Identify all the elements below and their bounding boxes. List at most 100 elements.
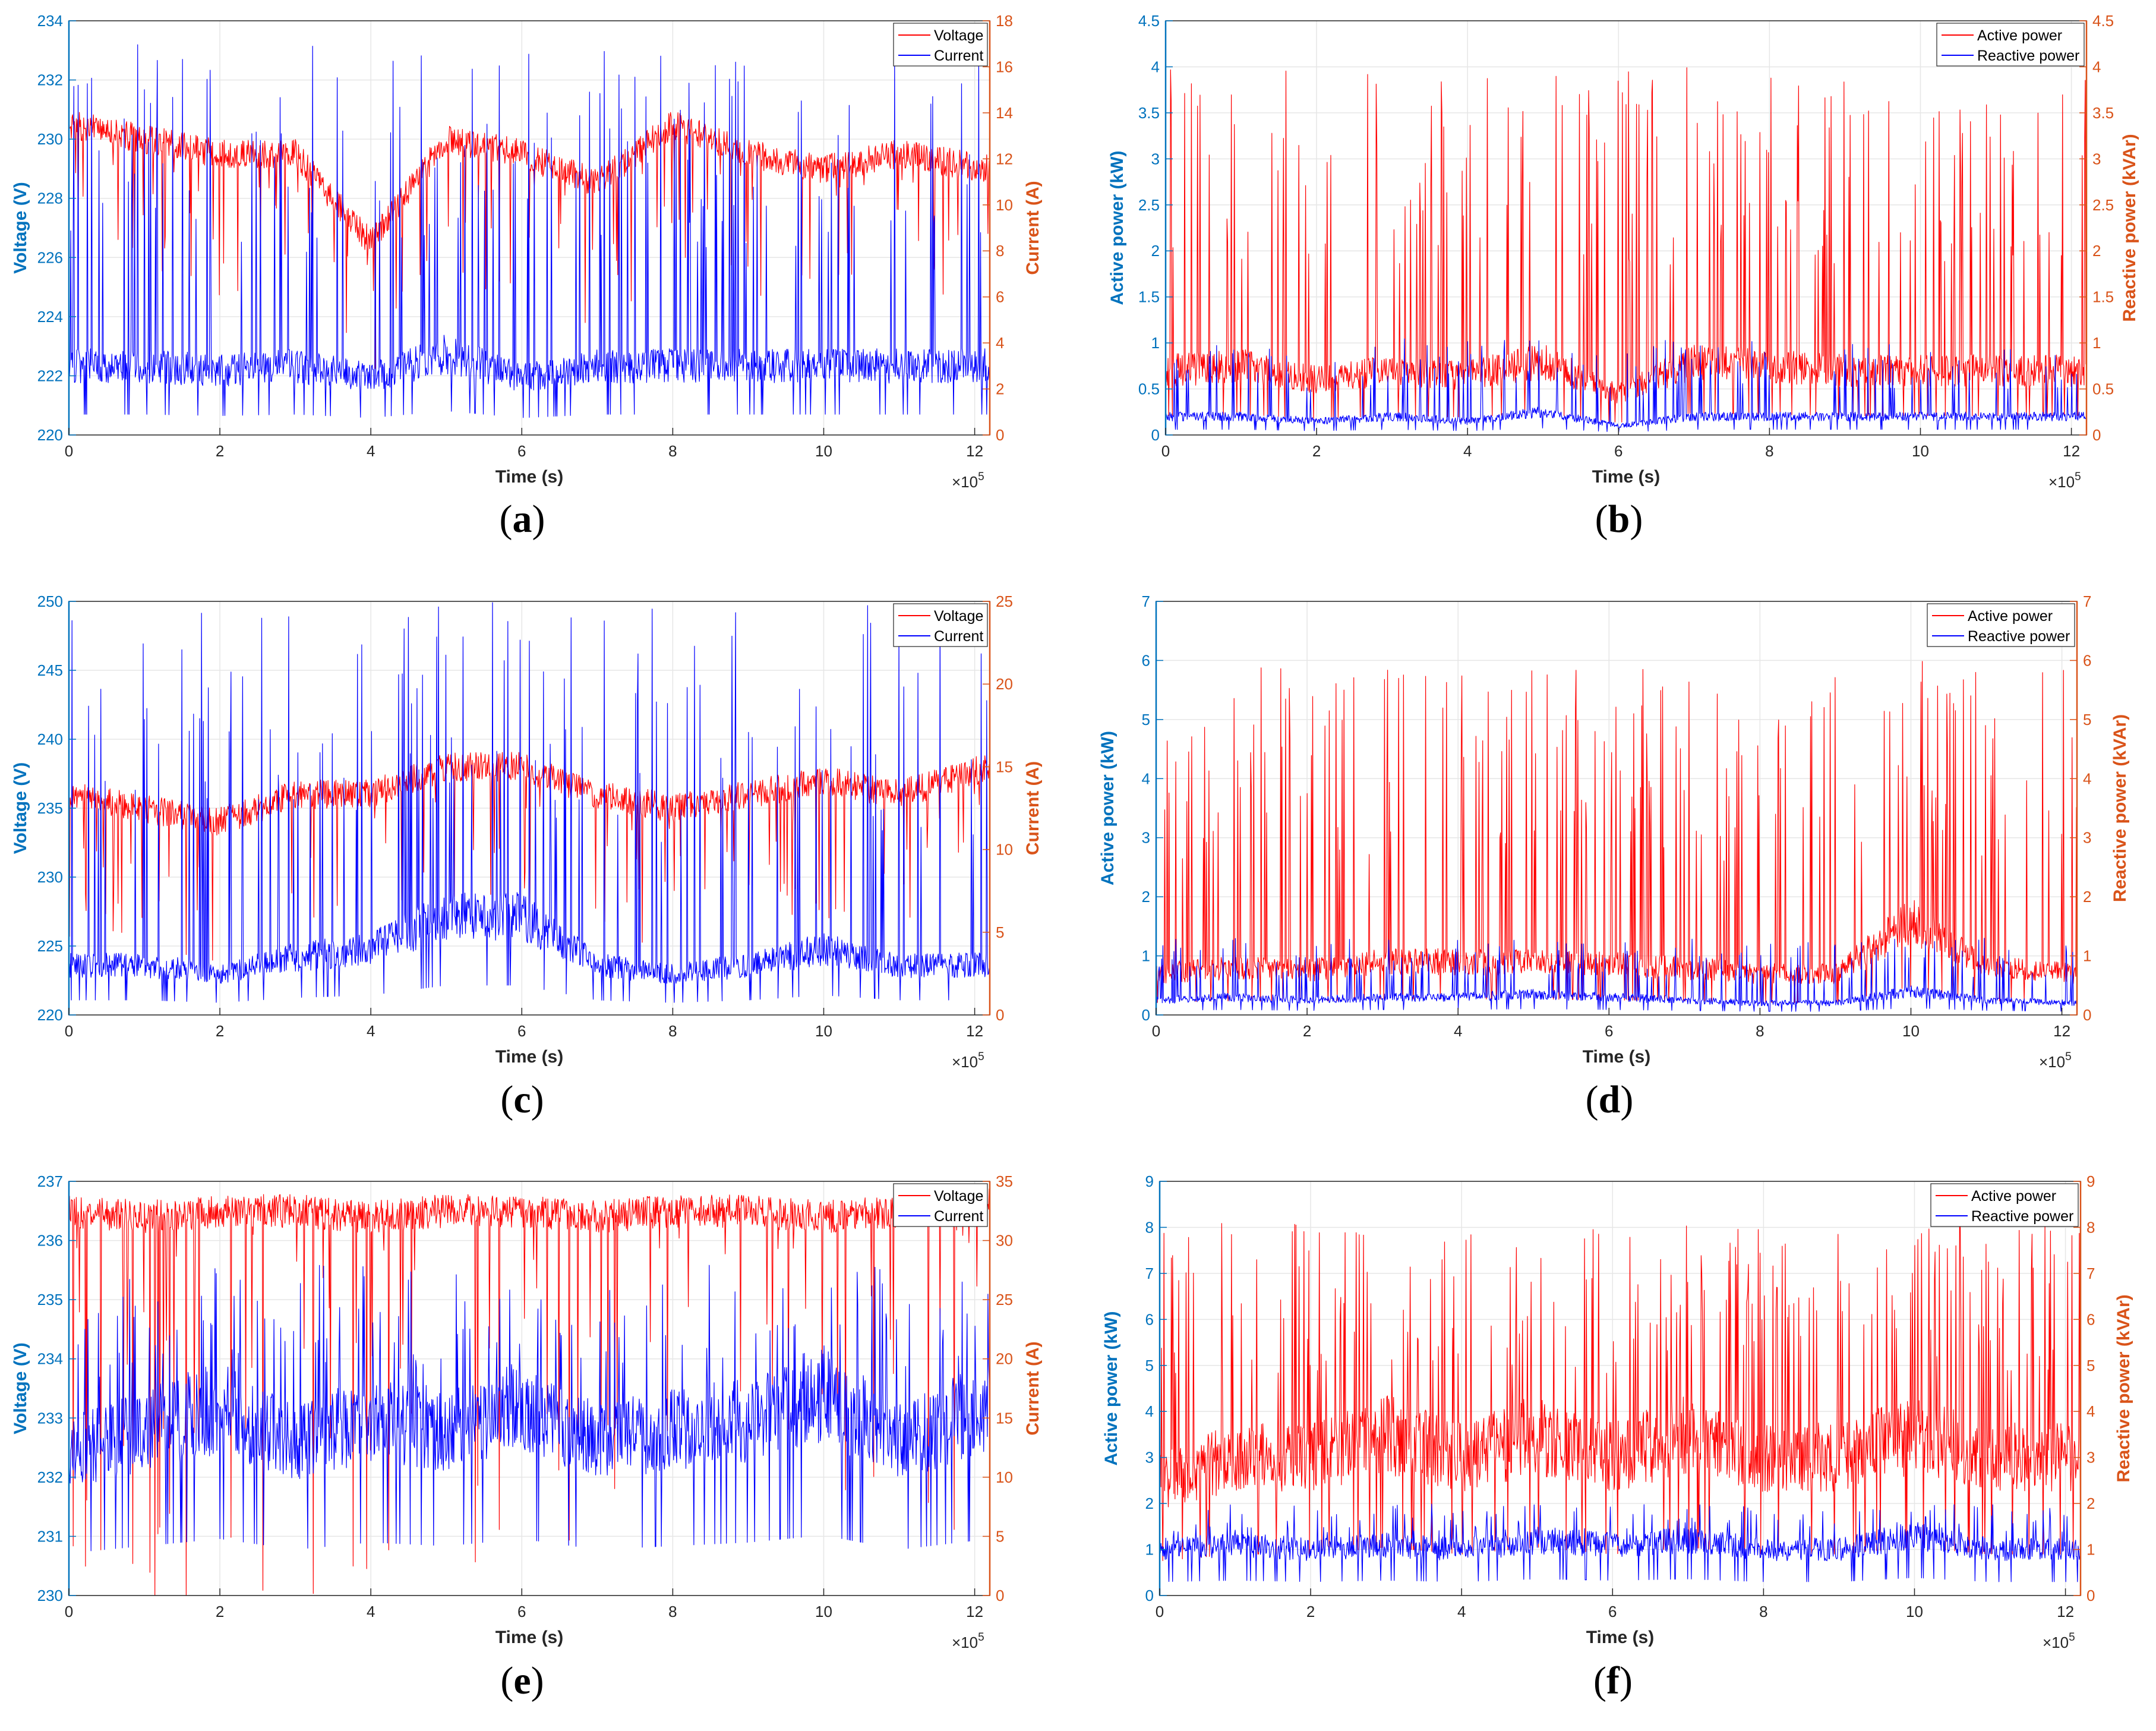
x-tick-label: 6 — [1608, 1603, 1617, 1620]
x-tick-label: 4 — [367, 1022, 375, 1040]
y-right-tick-label: 4 — [2086, 1402, 2095, 1420]
x-multiplier: ×105 — [2048, 471, 2081, 491]
x-tick-label: 4 — [367, 1603, 375, 1620]
legend: Active power Reactive power — [1930, 1183, 2079, 1227]
y-left-tick-label: 225 — [37, 937, 63, 955]
x-tick-label: 12 — [966, 1603, 983, 1620]
y-left-tick-label: 8 — [1145, 1218, 1154, 1236]
legend: Active power Reactive power — [1927, 603, 2075, 647]
y-left-tick-label: 220 — [37, 426, 63, 444]
series-line-current — [69, 1265, 990, 1552]
y-left-tick-label: 0 — [1151, 426, 1160, 444]
y-right-tick-label: 0 — [996, 1587, 1004, 1604]
panel-caption: (e) — [500, 1659, 544, 1702]
y-right-tick-label: 5 — [2086, 1357, 2095, 1374]
y-right-tick-label: 7 — [2083, 592, 2091, 610]
x-tick-label: 8 — [668, 442, 677, 460]
x-tick-label: 0 — [1156, 1603, 1164, 1620]
series-line-active-power — [1156, 661, 2077, 1003]
y-left-tick-label: 3 — [1145, 1449, 1154, 1467]
y-right-tick-label: 12 — [996, 150, 1013, 168]
x-tick-label: 6 — [517, 1603, 526, 1620]
y-right-tick-label: 2 — [2083, 888, 2091, 906]
y-right-tick-label: 2 — [996, 380, 1004, 398]
panel-e: 0 2 4 6 8 10 12 230 231 232 233 234 235 236 237 0 5 10 15 2… — [11, 1172, 1043, 1702]
x-tick-label: 12 — [2063, 442, 2080, 460]
x-tick-label: 0 — [65, 442, 73, 460]
y-right-tick-label: 8 — [2086, 1218, 2095, 1236]
x-tick-label: 6 — [1605, 1022, 1613, 1040]
y-right-tick-label: 20 — [996, 1350, 1013, 1368]
y-right-tick-label: 4 — [996, 334, 1004, 352]
panel-b: 0 2 4 6 8 10 12 0 0.5 1 1.5 2 2.5 3 3.5 4 4.5 0 0.5 1 1.5 2 2.… — [1107, 12, 2139, 541]
y-left-tick-label: 236 — [37, 1232, 63, 1250]
legend-box — [1930, 1183, 2079, 1227]
x-tick-label: 10 — [815, 1022, 832, 1040]
x-axis-label: Time (s) — [1586, 1628, 1654, 1647]
x-tick-label: 12 — [2057, 1603, 2074, 1620]
y-right-tick-label: 5 — [2083, 711, 2091, 729]
y-left-tick-label: 222 — [37, 367, 63, 384]
y-right-tick-label: 0 — [2092, 426, 2101, 444]
y-left-tick-label: 224 — [37, 308, 63, 326]
y-left-tick-label: 5 — [1145, 1357, 1154, 1374]
x-tick-label: 4 — [1457, 1603, 1466, 1620]
y-right-tick-label: 0.5 — [2092, 380, 2114, 398]
legend-label: Current — [934, 1208, 983, 1225]
y-right-tick-label: 4.5 — [2092, 12, 2114, 30]
panel-caption: (c) — [500, 1078, 544, 1121]
y-right-tick-label: 25 — [996, 592, 1013, 610]
x-tick-label: 6 — [517, 442, 526, 460]
legend: Voltage Current — [893, 603, 988, 647]
y-right-tick-label: 15 — [996, 1409, 1013, 1427]
y-right-tick-label: 18 — [996, 12, 1013, 30]
y-right-tick-label: 1 — [2083, 947, 2091, 965]
y-left-tick-label: 3 — [1151, 150, 1160, 168]
x-tick-label: 0 — [65, 1022, 73, 1040]
panel-c: 0 2 4 6 8 10 12 220 225 230 235 240 245 250 0 5 10 15 20 25… — [11, 592, 1043, 1121]
y-left-tick-label: 230 — [37, 130, 63, 148]
y-left-axis-label: Voltage (V) — [11, 182, 30, 273]
legend-label: Current — [934, 48, 983, 64]
series-line-current — [69, 602, 990, 1003]
y-left-tick-label: 2 — [1145, 1494, 1154, 1512]
y-left-tick-label: 2 — [1142, 888, 1150, 906]
x-tick-label: 12 — [2053, 1022, 2070, 1040]
y-right-tick-label: 0 — [2083, 1006, 2091, 1024]
x-multiplier: ×105 — [2043, 1631, 2075, 1651]
y-left-tick-label: 4 — [1145, 1402, 1154, 1420]
y-left-tick-label: 245 — [37, 661, 63, 679]
y-left-tick-label: 3 — [1142, 829, 1150, 847]
plot-area — [1160, 1181, 2081, 1596]
x-multiplier: ×105 — [952, 1631, 984, 1651]
x-tick-label: 10 — [1906, 1603, 1923, 1620]
y-right-tick-label: 16 — [996, 58, 1013, 75]
x-multiplier: ×105 — [2039, 1051, 2072, 1071]
x-tick-label: 4 — [1463, 442, 1472, 460]
legend-label: Active power — [1977, 27, 2062, 44]
y-left-tick-label: 4 — [1151, 58, 1160, 75]
y-right-tick-label: 3 — [2092, 150, 2101, 168]
y-left-tick-label: 1 — [1142, 947, 1150, 965]
y-right-axis-label: Reactive power (kVAr) — [2120, 134, 2139, 321]
y-right-axis-label: Reactive power (kVAr) — [2110, 714, 2130, 902]
x-tick-label: 8 — [1765, 442, 1773, 460]
series-line-reactive-power — [1160, 1503, 2081, 1582]
x-tick-label: 12 — [966, 1022, 983, 1040]
legend: Voltage Current — [893, 1183, 988, 1227]
y-right-tick-label: 5 — [996, 923, 1004, 941]
x-axis-label: Time (s) — [1583, 1047, 1650, 1067]
x-tick-label: 0 — [1161, 442, 1170, 460]
panel-caption: (f) — [1593, 1659, 1633, 1702]
y-left-tick-label: 0.5 — [1138, 380, 1160, 398]
y-left-tick-label: 6 — [1142, 651, 1150, 669]
x-tick-label: 2 — [1303, 1022, 1311, 1040]
legend-label: Active power — [1971, 1188, 2056, 1205]
y-right-tick-label: 15 — [996, 758, 1013, 775]
y-right-tick-label: 8 — [996, 242, 1004, 260]
legend-label: Voltage — [934, 1188, 983, 1205]
y-left-tick-label: 4 — [1142, 770, 1150, 787]
y-left-tick-label: 2 — [1151, 242, 1160, 260]
series-line-current — [69, 44, 990, 418]
